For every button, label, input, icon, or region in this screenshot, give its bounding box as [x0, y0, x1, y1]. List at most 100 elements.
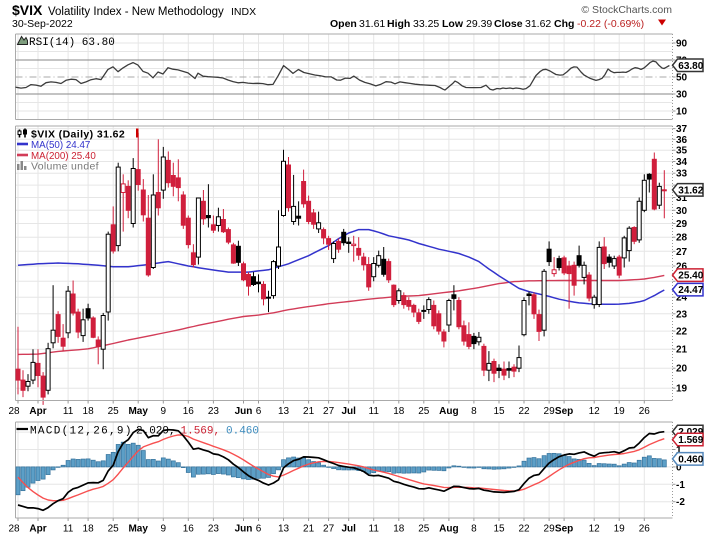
svg-text:1.569,: 1.569, — [181, 426, 221, 438]
svg-text:25.40: 25.40 — [678, 271, 703, 282]
svg-text:30-Sep-2022: 30-Sep-2022 — [12, 18, 73, 30]
svg-text:21: 21 — [303, 524, 315, 534]
svg-text:22: 22 — [676, 327, 688, 338]
svg-text:$VIX (Daily) 31.62: $VIX (Daily) 31.62 — [31, 129, 125, 141]
svg-text:13: 13 — [278, 406, 290, 417]
svg-text:Sep: Sep — [555, 406, 573, 417]
svg-text:15: 15 — [493, 406, 505, 417]
svg-text:6: 6 — [256, 524, 262, 534]
svg-text:RSI(14) 63.80: RSI(14) 63.80 — [29, 37, 115, 49]
svg-text:6: 6 — [256, 406, 262, 417]
svg-text:13: 13 — [278, 524, 290, 534]
svg-text:9: 9 — [161, 406, 167, 417]
svg-text:33.25: 33.25 — [413, 18, 439, 30]
svg-text:30: 30 — [676, 206, 688, 217]
svg-text:11: 11 — [63, 406, 74, 417]
svg-text:29: 29 — [676, 219, 688, 230]
svg-text:19: 19 — [614, 524, 626, 534]
svg-text:63.80: 63.80 — [678, 61, 703, 72]
svg-text:18: 18 — [83, 406, 95, 417]
svg-text:May: May — [128, 524, 148, 534]
svg-text:Apr: Apr — [29, 524, 46, 534]
svg-text:37: 37 — [676, 124, 688, 135]
svg-text:21: 21 — [303, 406, 315, 417]
svg-text:19: 19 — [676, 384, 688, 395]
svg-text:23: 23 — [208, 406, 220, 417]
svg-text:0: 0 — [676, 462, 682, 473]
svg-text:31: 31 — [676, 193, 688, 204]
svg-text:MACD(12,26,9): MACD(12,26,9) — [30, 426, 133, 438]
svg-text:9: 9 — [161, 524, 167, 534]
svg-text:35: 35 — [676, 146, 688, 157]
svg-text:MA(200) 25.40: MA(200) 25.40 — [31, 151, 96, 162]
svg-text:0.460: 0.460 — [226, 426, 259, 438]
svg-text:Aug: Aug — [439, 524, 458, 534]
svg-text:26: 26 — [639, 406, 651, 417]
svg-text:18: 18 — [393, 406, 405, 417]
svg-text:12: 12 — [589, 406, 601, 417]
svg-text:1.569: 1.569 — [678, 435, 703, 446]
svg-text:Low: Low — [442, 18, 464, 30]
svg-text:29.39: 29.39 — [466, 18, 492, 30]
svg-text:28: 28 — [8, 524, 20, 534]
svg-text:16: 16 — [183, 524, 195, 534]
svg-text:24.47: 24.47 — [678, 285, 703, 296]
svg-text:Chg: Chg — [554, 18, 574, 30]
svg-text:1: 1 — [676, 445, 682, 456]
svg-text:Jun: Jun — [235, 406, 253, 417]
svg-text:30: 30 — [676, 90, 688, 101]
svg-text:29: 29 — [544, 524, 556, 534]
svg-text:27: 27 — [676, 247, 688, 258]
svg-text:Volatility Index - New Methodo: Volatility Index - New Methodology — [48, 6, 224, 18]
svg-text:$VIX: $VIX — [12, 2, 43, 18]
svg-text:50: 50 — [676, 73, 688, 84]
svg-text:34: 34 — [676, 157, 688, 168]
svg-text:24: 24 — [676, 293, 688, 304]
svg-text:20: 20 — [676, 364, 688, 375]
svg-text:25: 25 — [108, 406, 120, 417]
svg-text:High: High — [387, 18, 410, 30]
svg-text:31.62: 31.62 — [525, 18, 551, 30]
svg-text:8: 8 — [471, 406, 477, 417]
svg-text:18: 18 — [393, 524, 405, 534]
svg-text:11: 11 — [369, 524, 380, 534]
svg-text:2.029,: 2.029, — [136, 426, 176, 438]
svg-text:28: 28 — [676, 233, 688, 244]
svg-text:23: 23 — [208, 524, 220, 534]
svg-text:10: 10 — [676, 107, 688, 118]
svg-text:21: 21 — [676, 345, 688, 356]
svg-text:12: 12 — [589, 524, 601, 534]
svg-text:90: 90 — [676, 39, 688, 50]
svg-text:31.61: 31.61 — [359, 18, 385, 30]
svg-text:© StockCharts.com: © StockCharts.com — [581, 4, 672, 16]
svg-text:Apr: Apr — [29, 406, 46, 417]
svg-text:8: 8 — [471, 524, 477, 534]
svg-text:MA(50) 24.47: MA(50) 24.47 — [31, 140, 90, 151]
svg-text:26: 26 — [639, 524, 651, 534]
svg-text:33: 33 — [676, 169, 688, 180]
svg-text:15: 15 — [493, 524, 505, 534]
svg-text:Volume undef: Volume undef — [31, 161, 99, 173]
svg-text:Aug: Aug — [439, 406, 458, 417]
svg-text:INDX: INDX — [231, 6, 256, 18]
svg-text:25: 25 — [418, 524, 430, 534]
svg-text:27: 27 — [323, 524, 335, 534]
svg-text:18: 18 — [83, 524, 95, 534]
svg-text:0.460: 0.460 — [678, 454, 703, 465]
svg-text:27: 27 — [323, 406, 335, 417]
svg-text:23: 23 — [676, 309, 688, 320]
svg-text:-2: -2 — [676, 497, 685, 508]
svg-text:Sep: Sep — [555, 524, 573, 534]
svg-text:Close: Close — [494, 18, 523, 30]
svg-text:11: 11 — [63, 524, 74, 534]
svg-text:25: 25 — [108, 524, 120, 534]
svg-text:Jul: Jul — [341, 406, 356, 417]
svg-text:36: 36 — [676, 135, 688, 146]
svg-text:-1: -1 — [676, 480, 685, 491]
svg-text:22: 22 — [518, 406, 530, 417]
svg-text:Jun: Jun — [235, 524, 253, 534]
svg-text:26: 26 — [676, 262, 688, 273]
svg-text:25: 25 — [418, 406, 430, 417]
svg-text:28: 28 — [8, 406, 20, 417]
svg-text:11: 11 — [369, 406, 380, 417]
